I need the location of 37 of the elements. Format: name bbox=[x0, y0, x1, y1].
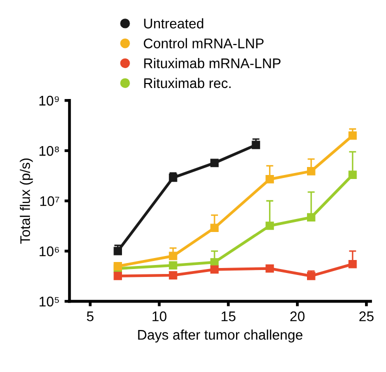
point bbox=[168, 271, 178, 280]
point bbox=[266, 175, 274, 184]
point bbox=[266, 222, 274, 230]
x-tick-label: 25 bbox=[359, 311, 374, 322]
x-axis-title: Days after tumor challenge bbox=[138, 330, 302, 342]
point bbox=[210, 158, 219, 168]
y-tick-label: 10⁷ bbox=[40, 196, 60, 206]
point bbox=[114, 246, 122, 256]
legend-label: Rituximab mRNA-LNP bbox=[144, 58, 281, 68]
point bbox=[210, 258, 219, 266]
y-tick-label: 10⁶ bbox=[40, 246, 59, 256]
point bbox=[348, 170, 357, 180]
point bbox=[348, 260, 357, 268]
x-tick-label: 10 bbox=[152, 311, 166, 322]
legend-label: Untreated bbox=[144, 18, 204, 28]
x-tick-label: 5 bbox=[86, 312, 94, 322]
point bbox=[307, 167, 316, 176]
y-tick-label: 10⁸ bbox=[40, 146, 59, 156]
point bbox=[168, 173, 178, 182]
y-tick-label: 10⁵ bbox=[40, 296, 59, 306]
point bbox=[210, 265, 219, 274]
point bbox=[114, 272, 122, 280]
point bbox=[348, 131, 357, 140]
point bbox=[307, 213, 316, 222]
point bbox=[252, 140, 260, 150]
y-axis-title: Total flux (p/s) bbox=[20, 158, 33, 244]
x-tick-label: 20 bbox=[290, 311, 305, 322]
point bbox=[210, 224, 219, 232]
point bbox=[168, 252, 178, 260]
point bbox=[307, 272, 316, 280]
legend-label: Control mRNA-LNP bbox=[144, 38, 264, 48]
x-tick-label: 15 bbox=[222, 312, 236, 322]
point bbox=[266, 264, 274, 273]
point bbox=[168, 261, 178, 270]
legend-label: Rituximab rec. bbox=[144, 78, 231, 88]
point bbox=[114, 262, 122, 270]
y-tick-label: 10⁹ bbox=[39, 96, 59, 106]
